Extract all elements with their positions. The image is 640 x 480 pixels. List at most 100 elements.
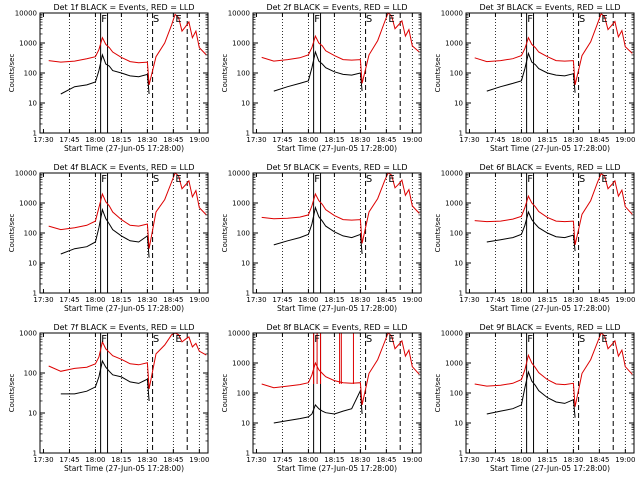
interval-marker-label: S [366, 174, 372, 185]
panel-det-1: F S E 17:30 17:45 18:00 18:15 18:30 18:45 19:00 1 1… [8, 3, 209, 153]
x-tick-label: 18:30 [350, 136, 370, 144]
y-tick-label: 100 [24, 370, 37, 378]
interval-marker-label: F [527, 14, 533, 25]
x-tick-label: 18:45 [163, 456, 183, 464]
x-tick-label: 18:00 [298, 136, 318, 144]
events-series-line [273, 205, 363, 255]
interval-marker-label: S [579, 334, 585, 345]
x-tick-label: 18:45 [376, 296, 396, 304]
y-tick-label: 100 [450, 230, 463, 238]
x-tick-label: 18:00 [511, 136, 531, 144]
x-tick-label: 18:15 [537, 136, 557, 144]
interval-marker-label: S [366, 334, 372, 345]
plot-frame [39, 172, 209, 294]
plot-frame [465, 332, 635, 454]
y-tick-label: 1000 [445, 200, 463, 208]
x-tick-label: 18:30 [137, 136, 157, 144]
events-series-line [486, 51, 576, 93]
x-axis-label: Start Time (27-Jun-05 17:28:00) [490, 144, 610, 153]
x-tick-label: 18:15 [111, 296, 131, 304]
events-series-line [60, 207, 150, 258]
x-tick-label: 18:30 [350, 296, 370, 304]
interval-marker-label: E [388, 174, 394, 185]
y-tick-label: 1 [459, 450, 463, 458]
interval-marker-label: E [388, 14, 394, 25]
x-tick-label: 18:00 [85, 136, 105, 144]
y-tick-label: 100 [237, 70, 250, 78]
y-tick-label: 10 [454, 420, 463, 428]
y-tick-label: 1 [459, 290, 463, 298]
interval-marker-label: S [366, 14, 372, 25]
interval-marker-label: E [175, 174, 181, 185]
panel-title: Det 3f BLACK = Events, RED = LLD [479, 3, 620, 12]
x-tick-label: 18:45 [163, 136, 183, 144]
panel-title: Det 8f BLACK = Events, RED = LLD [266, 323, 407, 332]
y-axis-label: Counts/sec [221, 374, 229, 413]
y-tick-label: 1 [246, 130, 250, 138]
x-tick-label: 19:00 [615, 456, 635, 464]
lld-series-line [48, 13, 207, 86]
lld-series-line [474, 172, 633, 246]
x-tick-label: 18:00 [85, 296, 105, 304]
x-tick-label: 17:45 [59, 456, 79, 464]
panel-det-4: F S E 17:30 17:45 18:00 18:15 18:30 18:45 19:00 1 1… [8, 163, 209, 313]
interval-marker-label: S [153, 14, 159, 25]
panel-title: Det 5f BLACK = Events, RED = LLD [266, 163, 407, 172]
panel-title: Det 9f BLACK = Events, RED = LLD [479, 323, 620, 332]
y-tick-label: 1000 [19, 200, 37, 208]
panel-title: Det 1f BLACK = Events, RED = LLD [53, 3, 194, 12]
x-tick-label: 17:45 [272, 136, 292, 144]
x-axis-label: Start Time (27-Jun-05 17:28:00) [277, 304, 397, 313]
y-tick-label: 1000 [19, 330, 37, 338]
interval-marker-label: S [579, 14, 585, 25]
x-tick-label: 18:00 [298, 296, 318, 304]
y-tick-label: 100 [450, 390, 463, 398]
interval-marker-label: F [101, 174, 107, 185]
events-series-line [486, 210, 576, 252]
x-tick-label: 19:00 [615, 296, 635, 304]
x-tick-label: 17:30 [33, 296, 53, 304]
x-tick-label: 18:45 [589, 296, 609, 304]
y-tick-label: 10 [454, 100, 463, 108]
lld-series-line [261, 332, 420, 406]
lld-series-line [474, 332, 633, 407]
x-tick-label: 18:45 [589, 456, 609, 464]
y-tick-label: 10000 [15, 10, 37, 18]
y-tick-label: 10 [454, 260, 463, 268]
plot-frame [252, 332, 422, 454]
y-tick-label: 1 [33, 450, 37, 458]
y-tick-label: 1000 [232, 360, 250, 368]
plot-frame [465, 172, 635, 294]
x-tick-label: 17:30 [33, 136, 53, 144]
panel-det-9: F S E 17:30 17:45 18:00 18:15 18:30 18:45 19:00 1 1… [434, 323, 635, 473]
y-tick-label: 10 [241, 260, 250, 268]
x-tick-label: 18:00 [511, 296, 531, 304]
x-tick-label: 19:00 [402, 296, 422, 304]
y-axis-label: Counts/sec [221, 54, 229, 93]
y-axis-label: Counts/sec [434, 374, 442, 413]
lld-series-line [474, 12, 633, 86]
x-tick-label: 18:30 [137, 456, 157, 464]
panel-det-6: F S E 17:30 17:45 18:00 18:15 18:30 18:45 19:00 1 1… [434, 163, 635, 313]
panel-det-5: F S E 17:30 17:45 18:00 18:15 18:30 18:45 19:00 1 1… [221, 163, 422, 313]
x-tick-label: 17:30 [246, 456, 266, 464]
panel-title: Det 4f BLACK = Events, RED = LLD [53, 163, 194, 172]
x-tick-label: 18:00 [85, 456, 105, 464]
interval-marker-label: S [153, 334, 159, 345]
x-tick-label: 18:45 [163, 296, 183, 304]
interval-marker-label: E [175, 334, 181, 345]
lld-series-line [261, 172, 420, 244]
events-series-line [486, 370, 576, 418]
x-tick-label: 19:00 [189, 136, 209, 144]
interval-marker-label: E [175, 14, 181, 25]
interval-marker-label: E [388, 334, 394, 345]
x-tick-label: 18:15 [537, 296, 557, 304]
x-axis-label: Start Time (27-Jun-05 17:28:00) [64, 144, 184, 153]
interval-marker-label: E [601, 334, 607, 345]
interval-marker-label: F [101, 334, 107, 345]
panel-title: Det 7f BLACK = Events, RED = LLD [53, 323, 194, 332]
x-tick-label: 17:45 [272, 296, 292, 304]
panel-det-3: F S E 17:30 17:45 18:00 18:15 18:30 18:45 19:00 1 1… [434, 3, 635, 153]
y-tick-label: 10000 [441, 330, 463, 338]
